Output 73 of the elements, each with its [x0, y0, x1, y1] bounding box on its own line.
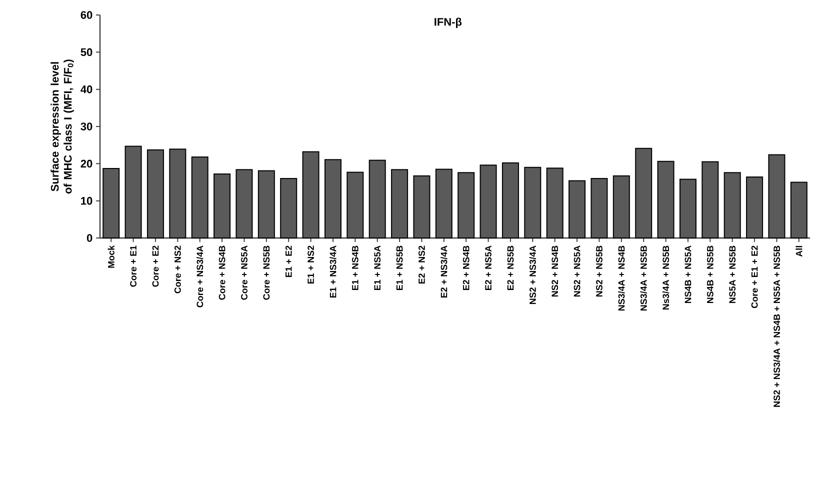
x-tick-label: E1 + NS3/4A [330, 246, 336, 298]
y-tick-label: 10 [81, 196, 92, 205]
bar [502, 162, 519, 238]
bar [746, 176, 764, 238]
bar [169, 148, 186, 238]
x-tick-label: NS2 + NS3/4A + NS4B + NS5A + NS5B [773, 246, 780, 407]
x-tick-label: Core + E1 [130, 246, 136, 287]
y-axis-title: Surface expression level of MHC class I (MFI, F/F$_{0}$) [50, 60, 74, 194]
x-tick-label: NS4B + NS5A [684, 246, 692, 304]
bar [280, 178, 298, 238]
bar [768, 154, 786, 238]
x-tick-label: NS2 + NS5B [596, 246, 602, 297]
bar [102, 168, 120, 238]
y-tick-label: 50 [80, 48, 92, 56]
bar [368, 160, 386, 238]
x-tick-label: All [796, 246, 802, 257]
bar [546, 168, 564, 238]
bar [790, 182, 808, 238]
x-tick-label: NS5A + NS5B [729, 246, 736, 304]
x-tick-label: NS3/4A + NS5B [640, 246, 647, 311]
x-tick-label: E1 + NS5B [396, 246, 403, 290]
bar [590, 178, 608, 238]
x-tick-label: Mock [108, 245, 114, 268]
bar [258, 170, 275, 238]
bar [612, 175, 630, 238]
bar [724, 172, 741, 238]
x-tick-label: Core + NS5B [263, 246, 270, 300]
bar [413, 175, 430, 238]
bar [458, 172, 475, 238]
bar [124, 146, 142, 238]
bar [480, 164, 497, 238]
x-tick-label: E1 + NS4B [352, 246, 358, 290]
x-tick-label: Core + E2 [152, 246, 159, 287]
y-tick-label: 40 [80, 85, 92, 94]
y-tick-label: 60 [80, 11, 92, 19]
x-tick-label: NS2 + NS5A [574, 246, 580, 297]
bar [702, 161, 719, 238]
x-tick-label: NS2 + NS3/4A [529, 246, 536, 304]
bar [635, 148, 652, 238]
x-tick-label: E2 + NS5B [507, 246, 514, 290]
x-tick-label: Core + NS5A [241, 246, 248, 300]
x-tick-label: NS2 + NS4B [552, 246, 558, 297]
x-tick-label: E2 + NS2 [418, 246, 425, 284]
x-tick-label: E2 + NS4B [462, 246, 470, 290]
bar [236, 169, 253, 238]
y-tick-label: 20 [80, 160, 92, 168]
x-tick-label: E1 + NS2 [308, 246, 314, 284]
x-tick-label: E1 + NS5A [374, 246, 381, 290]
y-tick-label: 0 [86, 234, 92, 242]
bar [146, 149, 164, 238]
bar [657, 160, 674, 238]
x-tick-label: Core + E1 + E2 [751, 246, 758, 308]
x-tick-label: E2 + NS3/4A [440, 246, 448, 298]
x-tick-label: Ns3/4A + NS5B [662, 246, 670, 310]
x-tick-label: NS4B + NS5B [706, 246, 714, 304]
bar [435, 168, 452, 238]
bar [568, 180, 586, 238]
bar [324, 159, 342, 238]
bar [302, 151, 320, 238]
bar [346, 172, 364, 238]
x-tick-label: E2 + NS5A [485, 246, 492, 290]
x-tick-label: Core + NS4B [218, 246, 226, 300]
x-tick-label: E1 + E2 [285, 246, 292, 278]
bar [191, 156, 208, 238]
y-tick-label: 30 [80, 122, 92, 130]
bar [214, 174, 231, 238]
x-tick-label: Core + NS2 [174, 246, 181, 294]
bar [679, 178, 696, 238]
x-tick-label: Core + NS3/4A [196, 246, 204, 308]
x-tick-label: NS3/4A + NS4B [618, 246, 625, 311]
bar [524, 166, 542, 238]
bar [391, 169, 408, 238]
chart-title: IFN-β [434, 18, 462, 28]
